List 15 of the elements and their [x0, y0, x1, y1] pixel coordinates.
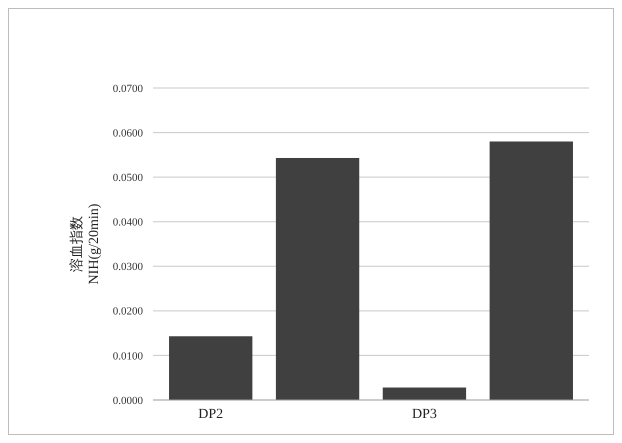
y-tick-label: 0.0600 [112, 127, 144, 140]
bar [276, 158, 360, 400]
y-tick-label: 0.0500 [112, 172, 144, 184]
y-tick-label: 0.0300 [112, 261, 144, 274]
y-tick-label: 0.0200 [112, 306, 144, 318]
bar [382, 388, 466, 400]
y-tick-label: 0.0100 [112, 350, 144, 362]
y-axis-title: 溶血指数 NIH(g/20min) [69, 203, 102, 284]
y-tick-label: 0.0400 [112, 216, 144, 229]
y-tick-label: 0.0000 [112, 394, 144, 407]
bar [169, 336, 252, 400]
y-tick-label: 0.0700 [112, 82, 144, 95]
bar [490, 141, 573, 400]
x-tick-label: DP3 [412, 407, 437, 422]
x-tick-label: DP2 [198, 407, 224, 422]
